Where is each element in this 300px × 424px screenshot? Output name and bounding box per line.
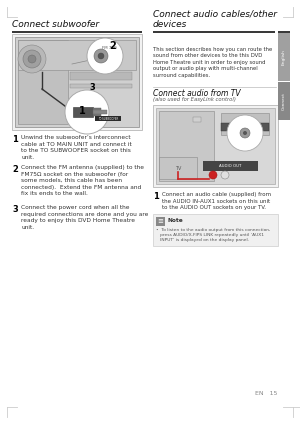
Text: Unwind the subwoofer’s interconnect
cable at TO MAIN UNIT and connect it
to the : Unwind the subwoofer’s interconnect cabl… [21, 135, 132, 160]
Circle shape [18, 45, 46, 73]
Text: 1: 1 [79, 106, 86, 116]
Text: 2: 2 [110, 41, 116, 51]
Text: 3: 3 [89, 83, 95, 92]
Text: ≡: ≡ [158, 218, 164, 224]
Bar [70, 84, 132, 88]
Text: •  To listen to the audio output from this connection,
   press AUDIO/X-FIPS LIN: • To listen to the audio output from thi… [156, 228, 270, 242]
Bar [278, 31, 290, 33]
Bar [93, 110, 107, 114]
Text: EN   15: EN 15 [255, 391, 278, 396]
Bar [156, 108, 275, 184]
Bar [156, 217, 165, 226]
Text: Connect: Connect [282, 92, 286, 110]
Text: Connect the power cord when all the
required connections are done and you are
re: Connect the power cord when all the requ… [21, 205, 148, 230]
Bar [153, 31, 275, 33]
Bar [221, 113, 269, 135]
Bar [18, 40, 136, 70]
Text: Note: Note [168, 218, 184, 223]
Text: AUDIO OUT: AUDIO OUT [219, 164, 241, 168]
Circle shape [28, 55, 36, 63]
Circle shape [23, 50, 41, 68]
Bar [12, 34, 142, 130]
Bar [193, 117, 201, 122]
Bar [153, 105, 278, 187]
Bar [18, 40, 68, 124]
Bar [159, 157, 197, 179]
Text: 1: 1 [12, 135, 18, 144]
Circle shape [209, 171, 217, 179]
Circle shape [98, 53, 104, 59]
Text: 3: 3 [12, 205, 18, 214]
Circle shape [243, 131, 247, 135]
Bar [203, 161, 258, 171]
Text: Connect an audio cable (supplied) from
the AUDIO IN-AUX1 sockets on this unit
to: Connect an audio cable (supplied) from t… [162, 192, 271, 210]
Bar [278, 33, 290, 81]
Bar [95, 116, 121, 121]
Circle shape [65, 90, 109, 134]
Text: Connect audio cables/other
devices: Connect audio cables/other devices [153, 10, 277, 29]
Circle shape [227, 115, 263, 151]
Text: Connect subwoofer: Connect subwoofer [12, 20, 99, 29]
Text: This section describes how you can route the
sound from other devices to the thi: This section describes how you can route… [153, 47, 272, 78]
Text: AUDIO-IN: AUDIO-IN [237, 125, 253, 129]
Circle shape [221, 171, 229, 179]
Text: TO SUBWOOFER: TO SUBWOOFER [98, 117, 118, 120]
Bar [153, 214, 278, 246]
Circle shape [94, 49, 108, 63]
Text: (also used for EasyLink control): (also used for EasyLink control) [153, 97, 236, 102]
Bar [278, 82, 290, 120]
Bar [70, 72, 132, 80]
Bar [12, 31, 142, 33]
Text: English: English [282, 49, 286, 65]
Text: 1: 1 [153, 192, 159, 201]
Circle shape [240, 128, 250, 138]
Text: Connect audio from TV: Connect audio from TV [153, 89, 241, 98]
Text: Connect the FM antenna (supplied) to the
FM75Ω socket on the subwoofer (for
some: Connect the FM antenna (supplied) to the… [21, 165, 144, 196]
Bar [73, 107, 93, 117]
Bar [221, 123, 269, 131]
Text: AUX 1: AUX 1 [239, 117, 251, 121]
Bar [159, 111, 214, 181]
Text: TV: TV [175, 165, 181, 170]
Bar [93, 108, 101, 116]
Text: 2: 2 [12, 165, 18, 174]
Text: FM 75Ω: FM 75Ω [102, 46, 116, 50]
Circle shape [87, 38, 123, 74]
Bar [15, 37, 139, 127]
